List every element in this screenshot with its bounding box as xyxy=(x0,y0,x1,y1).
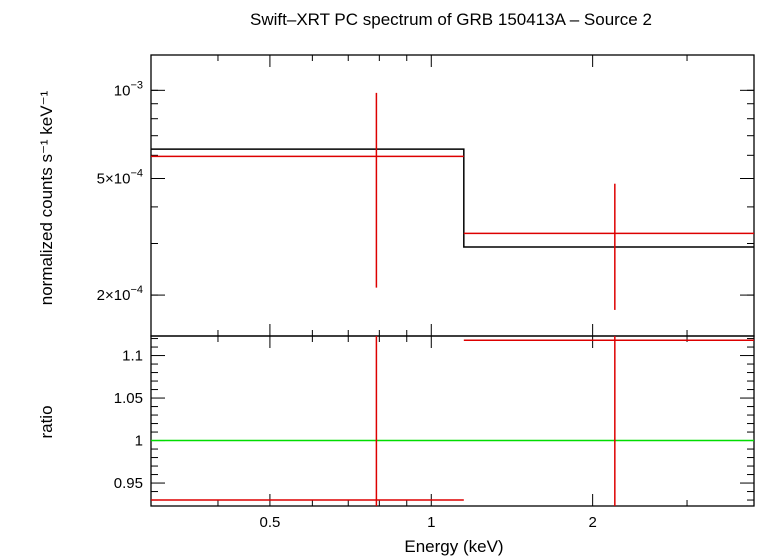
spectrum-frame xyxy=(150,54,755,337)
spectrum-y-tick-label: 10−3 xyxy=(114,79,143,99)
y-axis-label-ratio: ratio xyxy=(37,405,56,438)
ratio-y-tick-label: 1.1 xyxy=(122,348,143,365)
spectrum-y-tick-label: 5×10−4 xyxy=(97,168,143,188)
y-axis-label-spectrum: normalized counts s⁻¹ keV⁻¹ xyxy=(37,90,56,305)
spectrum-panel: 10−3 5×10−4 2×10−4 xyxy=(97,54,755,337)
chart-title: Swift–XRT PC spectrum of GRB 150413A – S… xyxy=(250,10,652,29)
ratio-y-tick-label: 1 xyxy=(135,433,143,450)
x-axis-label: Energy (keV) xyxy=(404,537,503,556)
x-tick-label: 2 xyxy=(588,514,596,531)
spectrum-y-tick-label: 2×10−4 xyxy=(97,284,143,304)
x-tick-label: 1 xyxy=(427,514,435,531)
ratio-y-tick-label: 1.05 xyxy=(114,390,143,407)
ratio-panel: 0.95 1 1.05 1.1 0.5 1 2 xyxy=(114,335,755,531)
model-step-line xyxy=(151,148,754,248)
ratio-frame xyxy=(150,335,755,507)
ratio-y-tick-label: 0.95 xyxy=(114,475,143,492)
x-tick-label: 0.5 xyxy=(259,514,280,531)
